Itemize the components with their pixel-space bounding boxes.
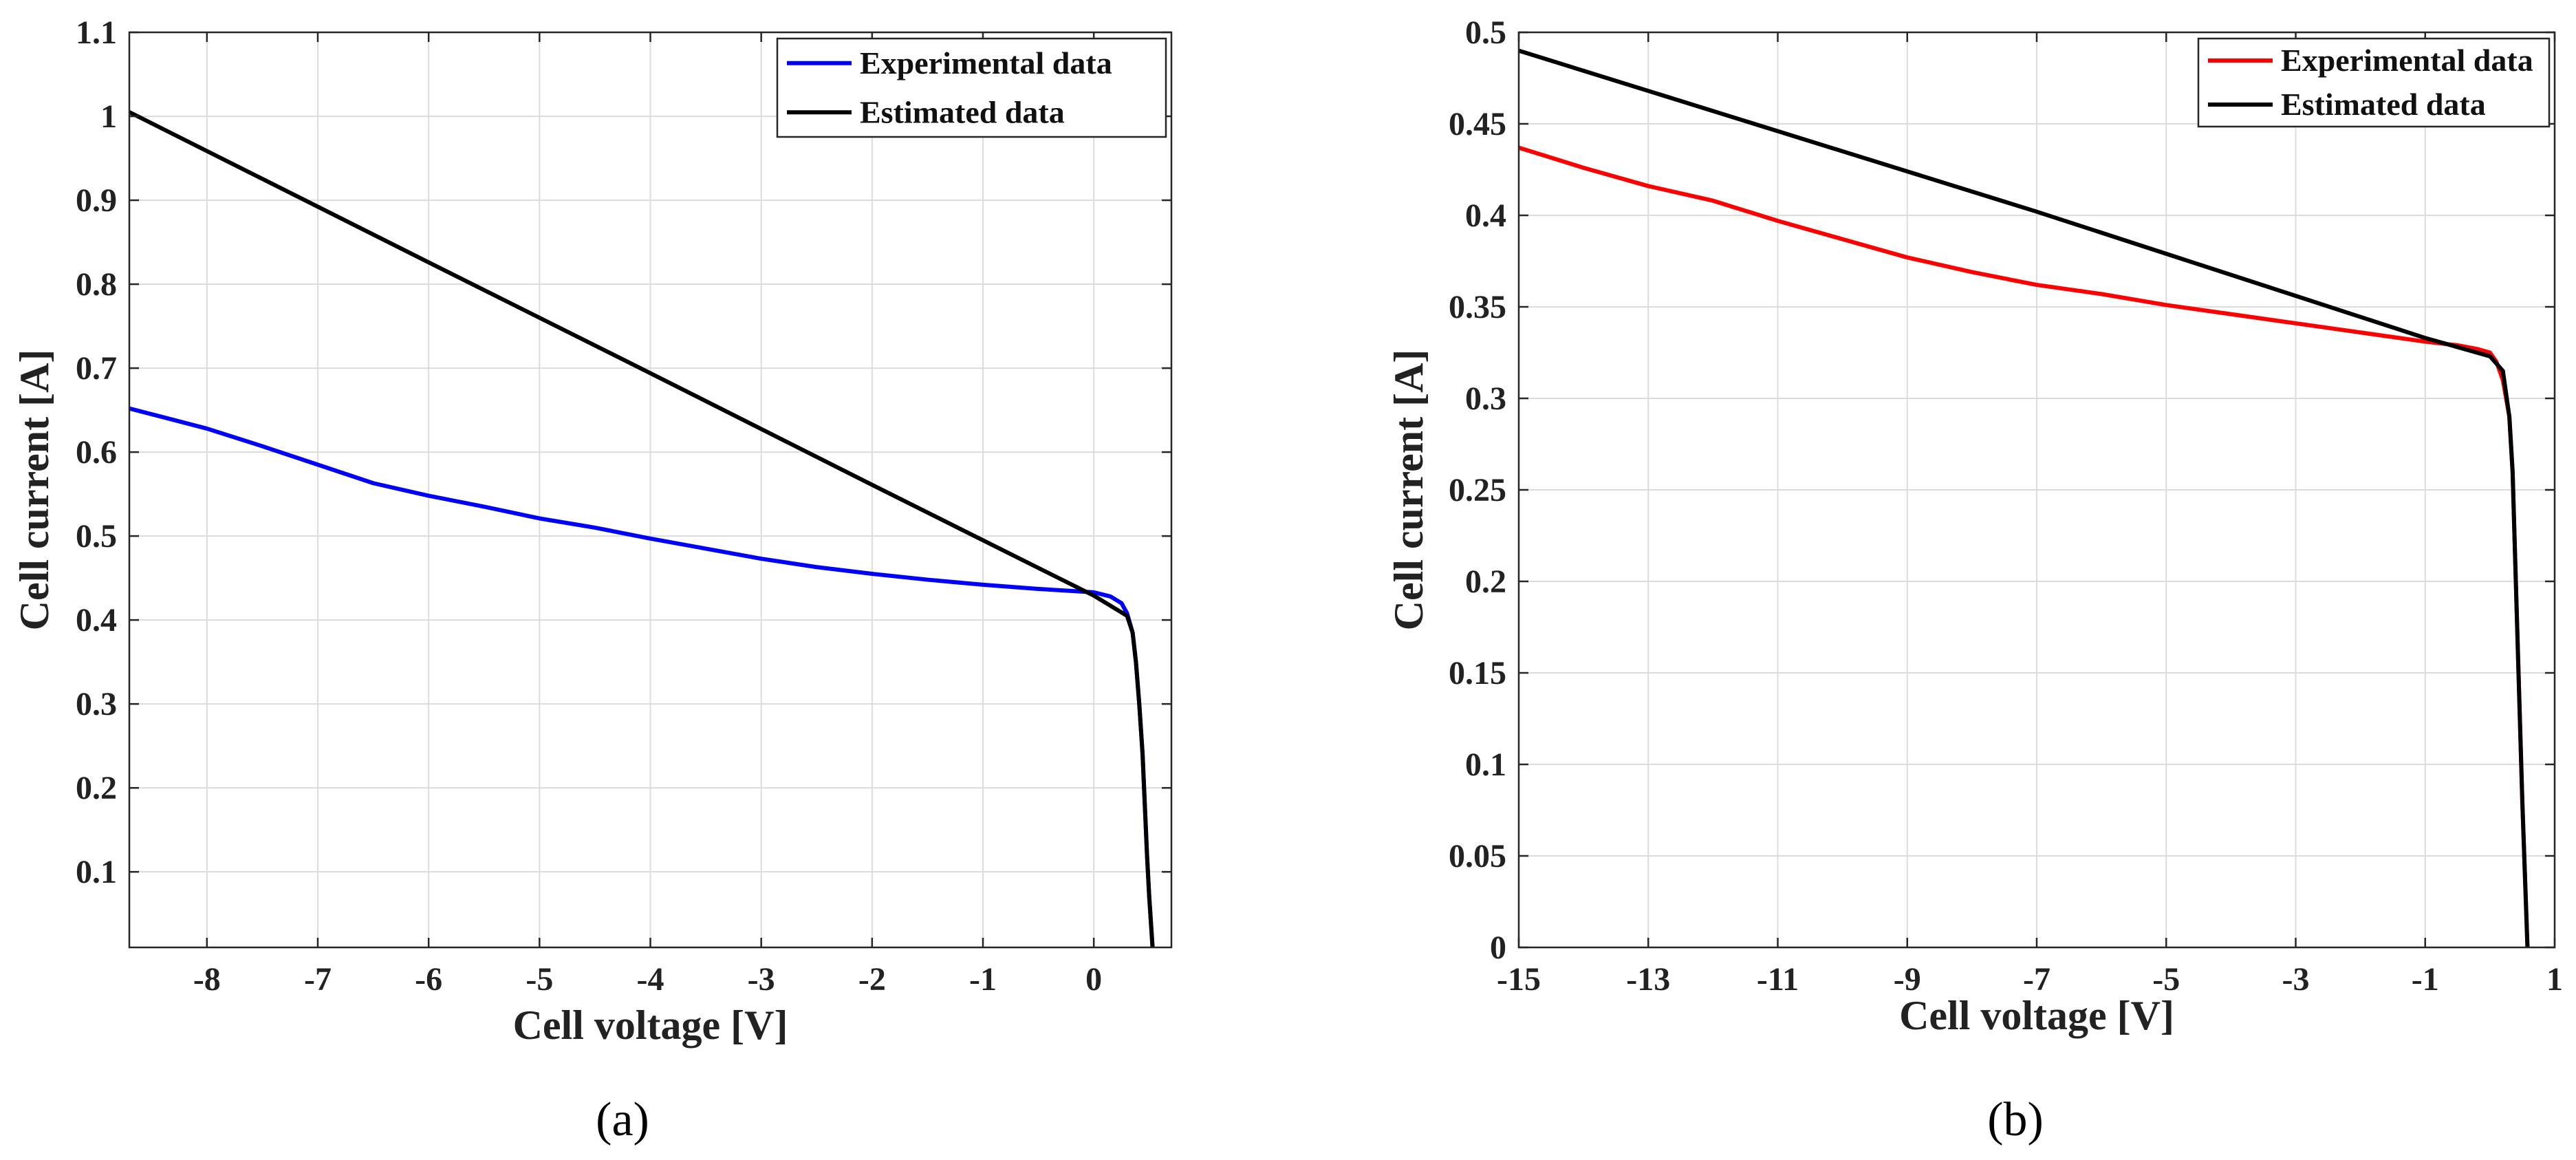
series-line-estimated	[129, 109, 1155, 947]
legend-label: Estimated data	[860, 94, 1065, 129]
y-tick-label: 1.1	[76, 14, 117, 51]
x-tick-label: -8	[193, 961, 221, 998]
legend: Experimental data Estimated data	[2197, 37, 2551, 128]
y-tick-label: 0.6	[76, 434, 117, 471]
y-tick-label: 0.2	[76, 770, 117, 806]
series-line-experimental	[1519, 145, 2530, 947]
y-tick-label: 0.5	[76, 518, 117, 555]
y-tick-label: 0.4	[76, 602, 117, 638]
y-tick-label: 0	[1490, 930, 1506, 966]
x-tick-label: -13	[1626, 961, 1670, 998]
legend-label: Experimental data	[2281, 43, 2533, 78]
x-tick-label: 0	[1085, 961, 1102, 998]
panel-caption: (a)	[596, 1093, 649, 1146]
x-tick-label: -11	[1757, 961, 1799, 998]
y-tick-label: 0.05	[1449, 838, 1506, 874]
x-tick-label: -7	[304, 961, 332, 998]
chart-panel-b: -15 -13 -11 -9 -7 -5 -3 -1 100.050.10.150.20.250…	[1386, 14, 2563, 1146]
x-tick-label: -3	[748, 961, 775, 998]
y-tick-label: 1	[100, 98, 117, 135]
x-tick-label: -9	[1894, 961, 1921, 998]
y-tick-label: 0.1	[76, 854, 117, 890]
y-tick-label: 0.3	[76, 686, 117, 722]
x-tick-label: -7	[2023, 961, 2050, 998]
y-axis-title: Cell current [A]	[1386, 350, 1431, 631]
legend-box	[776, 37, 1167, 138]
x-tick-label: 1	[2546, 961, 2563, 998]
panel-caption: (b)	[1987, 1093, 2044, 1146]
y-tick-label: 0.45	[1449, 106, 1506, 142]
legend: Experimental data Estimated data	[776, 37, 1167, 138]
x-axis-title: Cell voltage [V]	[513, 1002, 788, 1048]
y-tick-label: 0.35	[1449, 289, 1506, 325]
x-tick-label: -6	[415, 961, 442, 998]
legend-label: Estimated data	[2281, 87, 2486, 122]
y-tick-label: 0.15	[1449, 655, 1506, 691]
legend-label: Experimental data	[860, 45, 1112, 80]
y-tick-label: 0.5	[1465, 14, 1506, 51]
y-tick-label: 0.4	[1465, 197, 1506, 234]
x-tick-label: -15	[1497, 961, 1541, 998]
chart-panel-a: -8 -7 -6 -5 -4 -3 -2 -1 0 0.1 0.2 0.3 0.4 0.5 0.6 0.7 0.…	[12, 14, 1173, 1146]
y-tick-label: 0.7	[76, 350, 117, 387]
y-axis-title: Cell current [A]	[12, 350, 57, 631]
x-axis-title: Cell voltage [V]	[1899, 993, 2174, 1038]
x-tick-label: -1	[969, 961, 997, 998]
series-line-experimental	[129, 406, 1155, 947]
legend-box	[2197, 37, 2551, 128]
x-tick-label: -3	[2282, 961, 2310, 998]
y-tick-label: 0.8	[76, 266, 117, 303]
x-tick-label: -4	[637, 961, 664, 998]
x-tick-label: -2	[858, 961, 886, 998]
y-tick-label: 0.9	[76, 182, 117, 219]
series-line-estimated	[1519, 48, 2530, 947]
y-tick-label: 0.3	[1465, 380, 1506, 417]
x-tick-label: -5	[2152, 961, 2180, 998]
y-tick-label: 0.2	[1465, 563, 1506, 600]
y-tick-label: 0.25	[1449, 472, 1506, 508]
x-tick-label: -1	[2412, 961, 2439, 998]
y-tick-label: 0.1	[1465, 747, 1506, 783]
x-tick-label: -5	[526, 961, 553, 998]
